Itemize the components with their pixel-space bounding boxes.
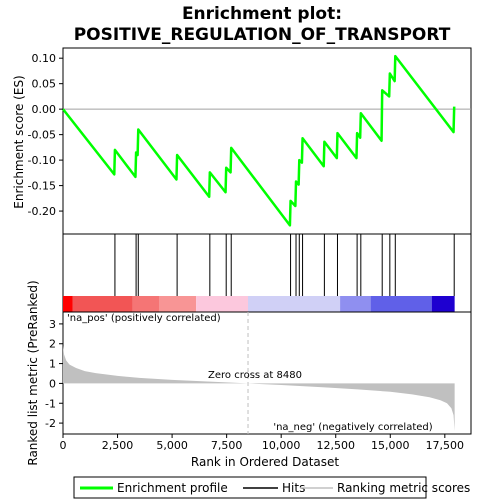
es-panel-frame: [62, 47, 472, 235]
chart-title-line1: Enrichment plot:: [182, 4, 342, 24]
ranking-bar-segment: [159, 296, 197, 312]
metric-panel-frame: [62, 311, 472, 435]
ranking-bar-segment: [370, 296, 432, 312]
ranking-bar-segment: [132, 296, 159, 312]
x-tick-label: 5,000: [156, 439, 188, 452]
es-y-tick-label: 0.10: [32, 52, 57, 65]
neg-correlated-label: 'na_neg' (negatively correlated): [273, 422, 432, 433]
es-panel: 0.10 0.05 0.00 -0.05 -0.10 -0.15 -0.20 Enrichm…: [12, 47, 472, 235]
x-axis-label: Rank in Ordered Dataset: [191, 455, 339, 469]
x-tick-label: 15,000: [371, 439, 410, 452]
pos-correlated-label: 'na_pos' (positively correlated): [67, 313, 221, 324]
hits-panel: [62, 233, 472, 313]
es-y-tick-label: 0.00: [32, 103, 57, 116]
x-tick-label: 0: [60, 439, 67, 452]
es-y-tick-label: -0.05: [28, 129, 56, 142]
es-y-tick-label: -0.15: [28, 180, 56, 193]
es-y-axis-ticks: 0.10 0.05 0.00 -0.05 -0.10 -0.15 -0.20: [28, 52, 63, 218]
metric-panel: 'na_pos' (positively correlated) Zero cr…: [26, 280, 472, 466]
legend: Enrichment profile Hits Ranking metric s…: [73, 476, 470, 499]
metric-y-tick-label: -1: [45, 397, 56, 410]
ranking-bar-segment: [248, 296, 341, 312]
es-y-axis-label: Enrichment score (ES): [12, 75, 26, 208]
metric-y-tick-label: 2: [49, 338, 56, 351]
metric-y-tick-label: 3: [49, 318, 56, 331]
es-y-tick-label: -0.20: [28, 205, 56, 218]
ranking-bar-segment: [72, 296, 133, 312]
metric-y-tick-label: 1: [49, 358, 56, 371]
hit-markers: [114, 234, 455, 296]
x-tick-label: 2,500: [102, 439, 134, 452]
legend-profile-label: Enrichment profile: [117, 481, 228, 495]
zero-cross-label: Zero cross at 8480: [208, 370, 302, 381]
legend-metric-label: Ranking metric scores: [337, 481, 470, 495]
es-y-tick-label: 0.05: [32, 78, 57, 91]
legend-hits-label: Hits: [282, 481, 305, 495]
x-tick-label: 17,500: [426, 439, 465, 452]
ranking-metric-area: [63, 345, 455, 432]
x-axis-ticks: 0 2,500 5,000 7,500 10,000 12,500 15,000 17,500: [60, 434, 465, 452]
metric-y-tick-label: 0: [49, 377, 56, 390]
x-tick-label: 7,500: [211, 439, 243, 452]
metric-y-axis-ticks: 3 2 1 0 -1 -2: [45, 318, 63, 430]
metric-y-tick-label: -2: [45, 417, 56, 430]
ranking-bar-segment: [196, 296, 249, 312]
x-tick-label: 10,000: [262, 439, 301, 452]
es-y-tick-label: -0.10: [28, 154, 56, 167]
enrichment-profile-line: [62, 54, 456, 227]
ranking-bar-segment: [340, 296, 371, 312]
ranking-bar-segment: [431, 296, 455, 312]
ranking-bar-segment: [63, 296, 73, 312]
x-tick-label: 12,500: [316, 439, 355, 452]
ranking-color-bar: [63, 296, 455, 312]
chart-title-line2: POSITIVE_REGULATION_OF_TRANSPORT: [74, 25, 451, 45]
metric-y-axis-label: Ranked list metric (PreRanked): [26, 280, 40, 465]
